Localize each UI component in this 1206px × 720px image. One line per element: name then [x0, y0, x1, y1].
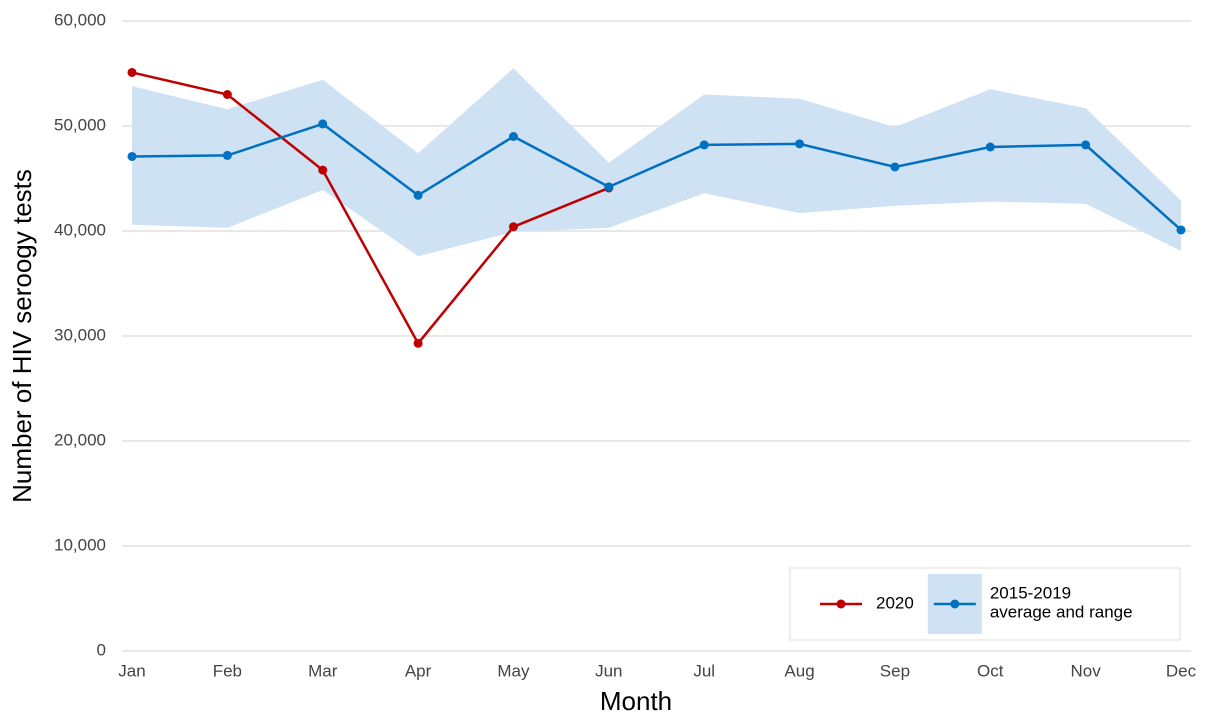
range-band — [132, 68, 1181, 257]
data-point — [890, 162, 900, 172]
data-point — [699, 140, 709, 150]
x-tick-label: Jan — [118, 661, 145, 680]
data-point — [508, 132, 518, 141]
data-point — [1081, 140, 1091, 150]
data-point — [413, 190, 423, 200]
data-point — [222, 150, 232, 160]
y-tick-label: 40,000 — [54, 220, 106, 239]
x-tick-label: Dec — [1166, 661, 1197, 680]
legend-label: 2015-2019 average and range — [990, 584, 1133, 622]
x-tick-label: Jul — [693, 661, 715, 680]
legend-marker — [836, 599, 846, 609]
x-tick-label: Apr — [405, 661, 432, 680]
y-tick-label: 20,000 — [54, 430, 106, 449]
series-line — [131, 71, 610, 346]
data-point — [318, 165, 328, 175]
x-tick-label: Aug — [784, 661, 814, 680]
data-point — [795, 139, 805, 149]
x-tick-label: Jun — [595, 661, 622, 680]
y-tick-label: 60,000 — [54, 10, 106, 29]
x-tick-label: May — [497, 661, 530, 680]
y-tick-label: 0 — [97, 640, 106, 659]
data-point — [127, 151, 137, 161]
data-point — [413, 338, 423, 348]
y-tick-label: 30,000 — [54, 325, 106, 344]
data-point — [985, 142, 995, 152]
data-point — [222, 90, 232, 99]
data-point — [508, 222, 518, 232]
x-axis-title: Month — [600, 686, 672, 715]
series-line — [131, 122, 1182, 231]
x-tick-label: Sep — [880, 661, 910, 680]
y-axis-title: Number of HIV seroogy tests — [7, 169, 37, 503]
x-tick-label: Nov — [1071, 661, 1102, 680]
legend-marker — [950, 599, 960, 609]
legend-label: 2020 — [876, 593, 914, 612]
y-tick-label: 50,000 — [54, 115, 106, 134]
y-tick-label: 10,000 — [54, 535, 106, 554]
data-point — [318, 119, 328, 129]
data-point — [1176, 225, 1186, 235]
x-tick-label: Mar — [308, 661, 338, 680]
x-tick-label: Oct — [977, 661, 1004, 680]
x-tick-label: Feb — [213, 661, 242, 680]
data-point — [604, 182, 614, 192]
data-point — [127, 67, 137, 77]
